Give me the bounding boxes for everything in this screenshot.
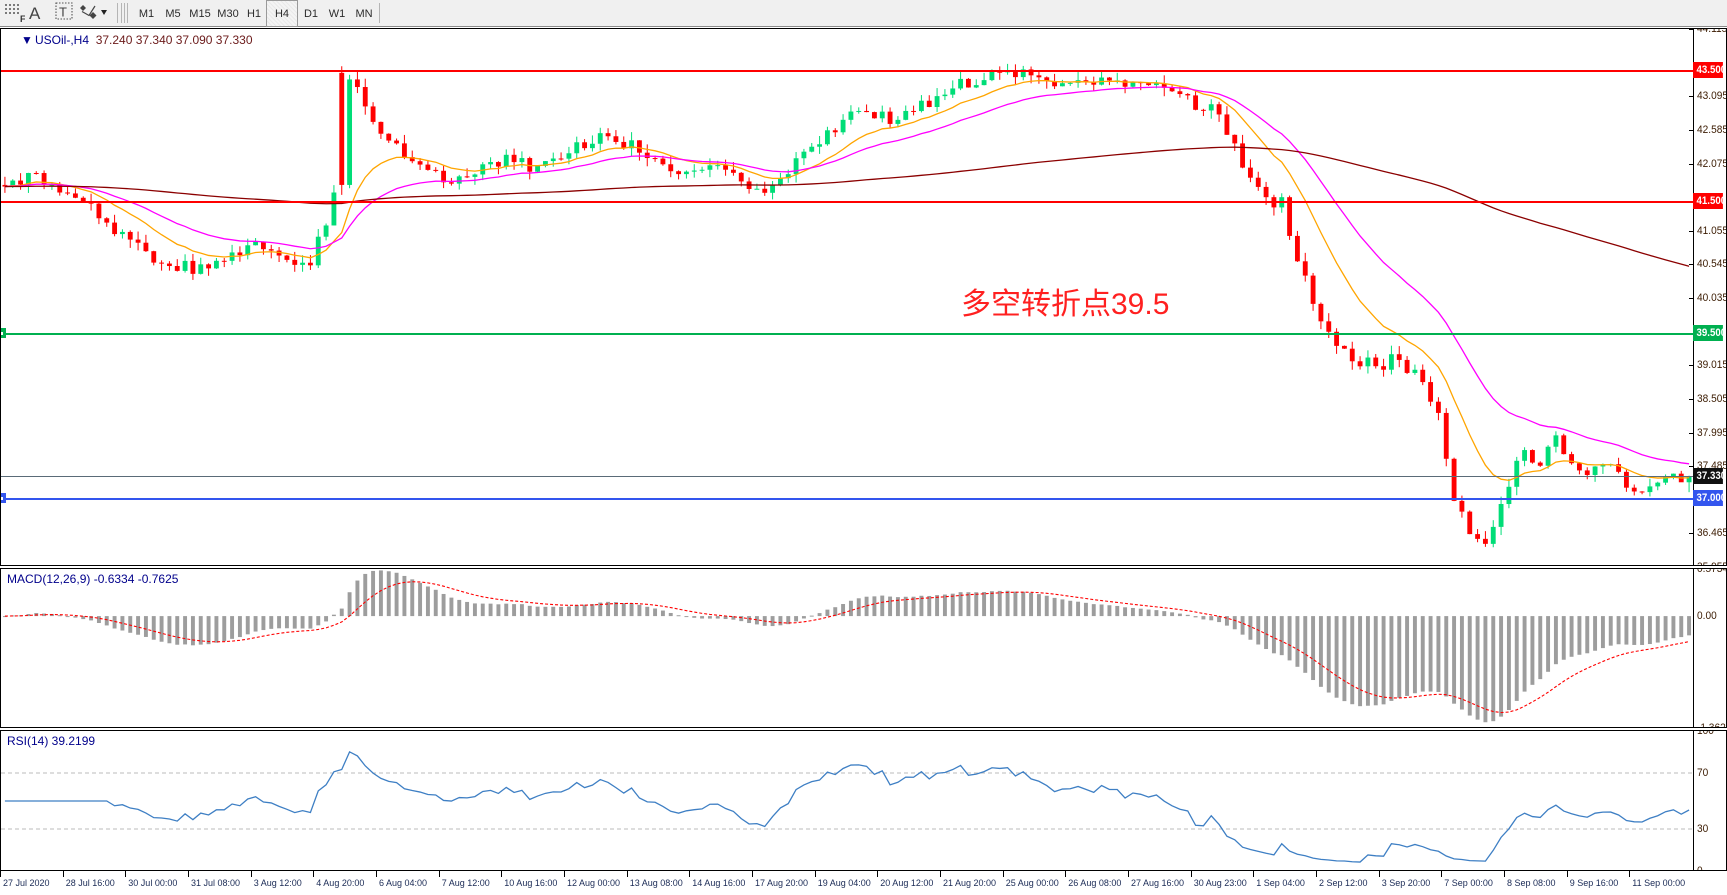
svg-text:A: A bbox=[29, 4, 41, 23]
svg-text:F: F bbox=[20, 14, 25, 24]
svg-text:T: T bbox=[59, 5, 67, 20]
